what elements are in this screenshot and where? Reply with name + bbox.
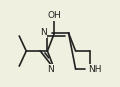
- Text: N: N: [47, 65, 54, 74]
- Text: OH: OH: [48, 11, 61, 20]
- Text: NH: NH: [88, 65, 102, 74]
- Text: N: N: [40, 28, 47, 37]
